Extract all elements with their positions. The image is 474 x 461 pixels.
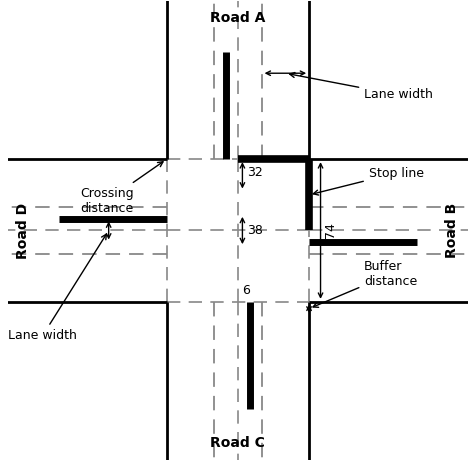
Text: Road D: Road D xyxy=(16,202,30,259)
Bar xyxy=(166,159,309,302)
Text: 6: 6 xyxy=(242,284,250,297)
Text: Lane width: Lane width xyxy=(8,234,106,343)
Text: 32: 32 xyxy=(247,166,263,179)
Text: Road C: Road C xyxy=(210,436,265,450)
Text: Buffer
distance: Buffer distance xyxy=(313,260,418,307)
Text: Crossing
distance: Crossing distance xyxy=(80,162,163,215)
Text: Stop line: Stop line xyxy=(313,166,424,195)
Text: Road A: Road A xyxy=(210,11,265,25)
Text: 38: 38 xyxy=(247,224,263,237)
Text: Lane width: Lane width xyxy=(290,72,433,101)
Text: Road B: Road B xyxy=(446,203,459,258)
Text: 74: 74 xyxy=(324,223,337,238)
